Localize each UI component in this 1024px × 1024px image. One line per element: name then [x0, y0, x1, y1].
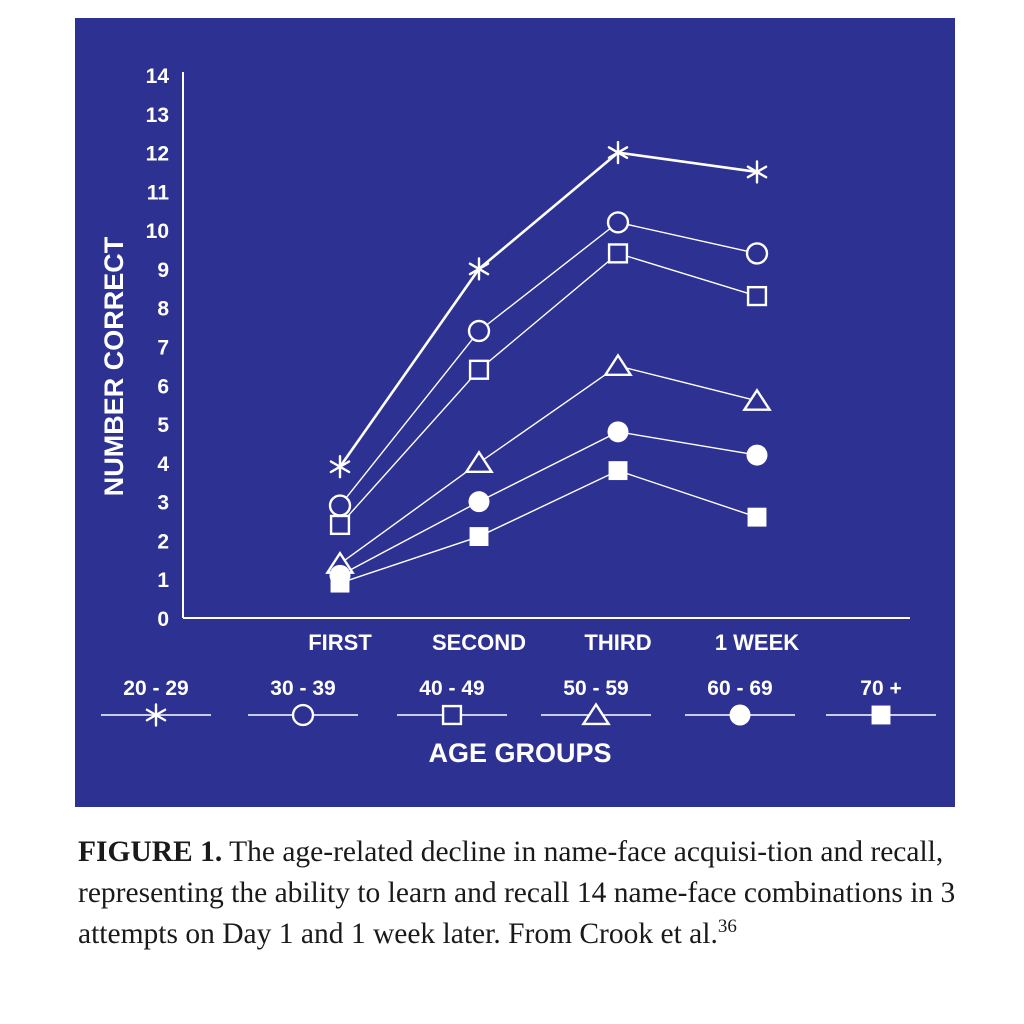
data-point-series-5 — [468, 491, 490, 513]
x-axis-title: AGE GROUPS — [428, 738, 611, 768]
figure-caption: FIGURE 1. The age-related decline in nam… — [78, 832, 958, 955]
legend-marker — [145, 703, 167, 727]
legend-marker — [871, 705, 891, 725]
y-tick-label: 5 — [157, 414, 169, 437]
series-line-5 — [339, 431, 758, 576]
legend-label: 20 - 29 — [123, 677, 188, 700]
series-line-1 — [338, 151, 758, 468]
y-tick-label: 14 — [146, 65, 170, 88]
caption-label: FIGURE 1. — [78, 836, 223, 868]
y-tick-label: 12 — [146, 143, 169, 166]
data-point-series-3 — [468, 359, 490, 380]
data-point-series-2 — [745, 242, 769, 265]
data-point-series-6 — [469, 527, 489, 546]
caption-text: The age-related decline in name-face acq… — [78, 836, 956, 950]
y-axis-title: NUMBER CORRECT — [99, 236, 129, 496]
legend-label: 70 + — [860, 677, 901, 700]
y-tick-label: 11 — [147, 181, 170, 204]
y-tick-label: 3 — [157, 492, 169, 515]
data-point-series-1 — [468, 257, 490, 281]
data-point-series-3 — [607, 243, 629, 264]
data-point-series-3 — [746, 285, 768, 307]
caption-reference: 36 — [717, 916, 737, 938]
legend-marker — [581, 702, 611, 726]
series-line-4 — [339, 365, 758, 565]
data-point-series-2 — [467, 319, 491, 343]
legend-label: 50 - 59 — [563, 677, 628, 700]
series-line-3 — [339, 252, 758, 526]
data-point-series-3 — [329, 514, 351, 536]
y-tick-label: 1 — [157, 569, 169, 592]
data-point-series-1 — [329, 455, 351, 479]
data-point-series-1 — [746, 160, 768, 184]
legend-label: 60 - 69 — [707, 677, 772, 700]
x-tick-label: 1 WEEK — [715, 630, 799, 655]
data-point-series-4 — [464, 450, 494, 473]
y-tick-label: 4 — [157, 453, 169, 476]
x-tick-label: THIRD — [584, 630, 651, 655]
data-point-series-5 — [607, 421, 629, 443]
data-point-series-5 — [746, 444, 768, 466]
data-point-series-2 — [606, 211, 630, 234]
data-point-series-6 — [330, 573, 350, 593]
data-point-series-2 — [328, 494, 352, 517]
y-tick-label: 8 — [157, 298, 169, 321]
legend-label: 30 - 39 — [270, 677, 335, 700]
y-tick-label: 0 — [157, 608, 169, 631]
data-point-series-4 — [603, 353, 633, 377]
series-line-6 — [339, 469, 758, 584]
y-tick-label: 2 — [157, 530, 169, 553]
y-tick-label: 10 — [146, 220, 169, 243]
data-point-series-4 — [742, 388, 772, 411]
x-tick-label: FIRST — [308, 630, 372, 655]
data-point-series-6 — [747, 507, 767, 527]
data-point-series-6 — [608, 461, 628, 481]
figure-panel: 0 1 2 3 4 5 6 7 8 9 10 11 12 13 14 NUMBER CORRECT FIRST S… — [75, 18, 955, 807]
y-tick-label: 9 — [157, 259, 169, 282]
x-tick-label: SECOND — [432, 630, 526, 655]
y-tick-label: 7 — [157, 337, 169, 360]
data-point-series-1 — [607, 140, 629, 165]
y-tick-label: 13 — [146, 104, 169, 127]
legend-marker — [291, 703, 315, 727]
legend-label: 40 - 49 — [419, 677, 484, 700]
y-tick-label: 6 — [157, 375, 169, 398]
series-line-2 — [339, 221, 758, 506]
legend-marker — [729, 704, 751, 726]
legend-marker — [441, 704, 463, 726]
